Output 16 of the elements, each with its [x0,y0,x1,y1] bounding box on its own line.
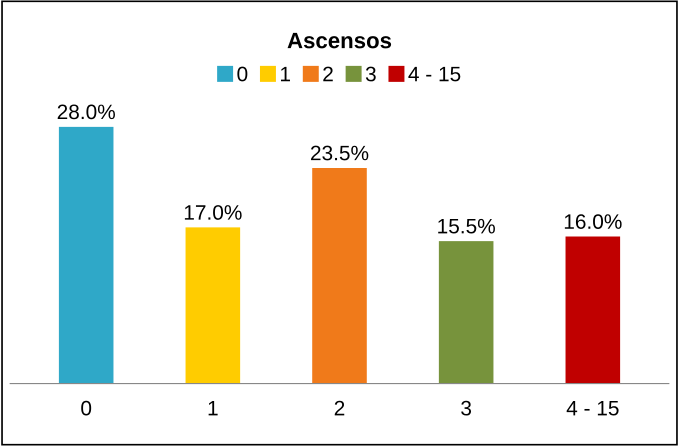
x-tick-label: 4 - 15 [566,400,619,416]
data-label: 28.0% [58,104,115,120]
data-label: 15.5% [438,218,495,234]
legend-label: 0 [237,66,248,82]
chart-title: Ascensos [288,32,392,48]
data-label: 17.0% [184,205,242,220]
data-label: 23.5% [311,146,368,160]
x-tick-label: 3 [461,400,472,416]
legend-label: 1 [280,66,290,82]
x-tick-label: 1 [208,400,218,416]
legend-label: 3 [366,66,376,82]
legend-label: 4 - 15 [408,66,460,82]
x-tick-label: 2 [334,400,344,416]
x-tick-label: 0 [81,400,92,416]
data-label: 16.0% [564,214,622,229]
legend-label: 2 [323,66,333,82]
